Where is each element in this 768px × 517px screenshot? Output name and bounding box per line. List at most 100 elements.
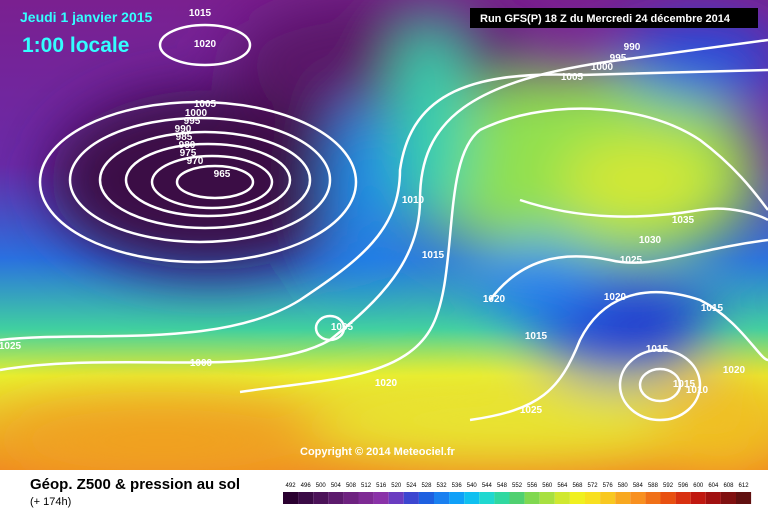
legend-swatch [434,492,450,504]
legend-swatch [645,492,661,504]
isobar-label: 1025 [620,255,643,266]
isobar-label: 1015 [189,8,212,19]
legend-swatch [660,492,676,504]
legend-label: 544 [482,483,493,489]
isobar-label: 1000 [591,62,614,73]
isobar-label: 1025 [520,405,543,416]
legend-swatch [328,492,344,504]
legend-swatch [449,492,465,504]
legend-swatch [736,492,752,504]
isobar-label: 970 [187,156,204,167]
legend-label: 540 [467,483,478,489]
legend-label: 532 [437,483,448,489]
legend-swatch [539,492,555,504]
legend-swatch [509,492,525,504]
isobar-label: 1020 [604,292,627,303]
legend-swatch [494,492,510,504]
legend-label: 508 [346,483,357,489]
legend-swatch [630,492,646,504]
legend-label: 564 [557,483,568,489]
isobar-label: 1000 [190,358,213,369]
legend-label: 556 [527,483,538,489]
legend-label: 604 [708,483,719,489]
copyright: Copyright © 2014 Meteociel.fr [300,446,456,458]
isobar-label: 980 [179,140,196,151]
legend-swatch [600,492,616,504]
legend-label: 576 [603,483,614,489]
legend-swatch [403,492,419,504]
isobar-label: 1015 [701,303,724,314]
local-time: 1:00 locale [22,34,129,57]
legend-swatch [283,492,299,504]
legend-swatch [313,492,329,504]
legend-label: 500 [316,483,327,489]
legend-label: 584 [633,483,644,489]
isobar-label: 990 [624,42,641,53]
legend-swatch [615,492,631,504]
isobar-label: 975 [180,148,197,159]
legend-swatch [373,492,389,504]
legend-label: 596 [678,483,689,489]
legend-swatch [569,492,585,504]
legend-label: 512 [361,483,372,489]
legend-swatch [585,492,601,504]
isobar-label: 1030 [639,235,662,246]
legend-swatch [343,492,359,504]
legend-swatch [358,492,374,504]
legend-swatch [418,492,434,504]
run-box [470,8,758,28]
isobar-label: 1010 [402,195,425,206]
legend-label: 524 [406,483,417,489]
isobar-label: 1000 [185,108,208,119]
legend-label: 600 [693,483,704,489]
run-info: Run GFS(P) 18 Z du Mercredi 24 décembre … [480,13,731,25]
forecast-lead: (+ 174h) [30,496,71,508]
legend-swatch [479,492,495,504]
legend-label: 560 [542,483,553,489]
legend-label: 504 [331,483,342,489]
isobar-label: 1020 [483,294,506,305]
isobar-label: 990 [175,124,192,135]
isobar-label: 1035 [672,215,695,226]
isobar-label: 1020 [375,378,398,389]
legend-label: 548 [497,483,508,489]
isobar-label: 965 [214,169,231,180]
legend-swatch [720,492,736,504]
legend-label: 568 [572,483,583,489]
isobar-label: 1025 [0,341,22,352]
legend-label: 492 [286,483,297,489]
isobar-label: 1020 [723,365,746,376]
legend-label: 572 [588,483,599,489]
legend-swatch [298,492,314,504]
isobar-label: 1015 [646,344,669,355]
isobar-label: 1020 [194,39,217,50]
legend-label: 516 [376,483,387,489]
isobar-label: 1010 [686,385,709,396]
legend-label: 588 [648,483,659,489]
legend-swatch [464,492,480,504]
legend-label: 612 [739,483,750,489]
isobars [0,23,768,422]
isobar-label: 1015 [422,250,445,261]
legend-label: 592 [663,483,674,489]
footer [0,470,768,512]
footer-title: Géop. Z500 & pression au sol [30,476,240,493]
legend-label: 580 [618,483,629,489]
legend-swatch [690,492,706,504]
isobar-label: 995 [610,53,627,64]
isobar-label: 1005 [561,72,584,83]
legend-label: 520 [391,483,402,489]
legend-label: 552 [512,483,523,489]
legend-label: 528 [421,483,432,489]
legend-label: 608 [723,483,734,489]
isobar-label: 985 [176,132,193,143]
valid-date: Jeudi 1 janvier 2015 [20,9,153,25]
legend-swatch [705,492,721,504]
isobar-label: 1005 [194,99,217,110]
isobar-label: 1015 [525,331,548,342]
isobar-label: 1005 [331,322,354,333]
legend-swatch [388,492,404,504]
isobar-label: 1015 [673,379,696,390]
legend-swatch [554,492,570,504]
